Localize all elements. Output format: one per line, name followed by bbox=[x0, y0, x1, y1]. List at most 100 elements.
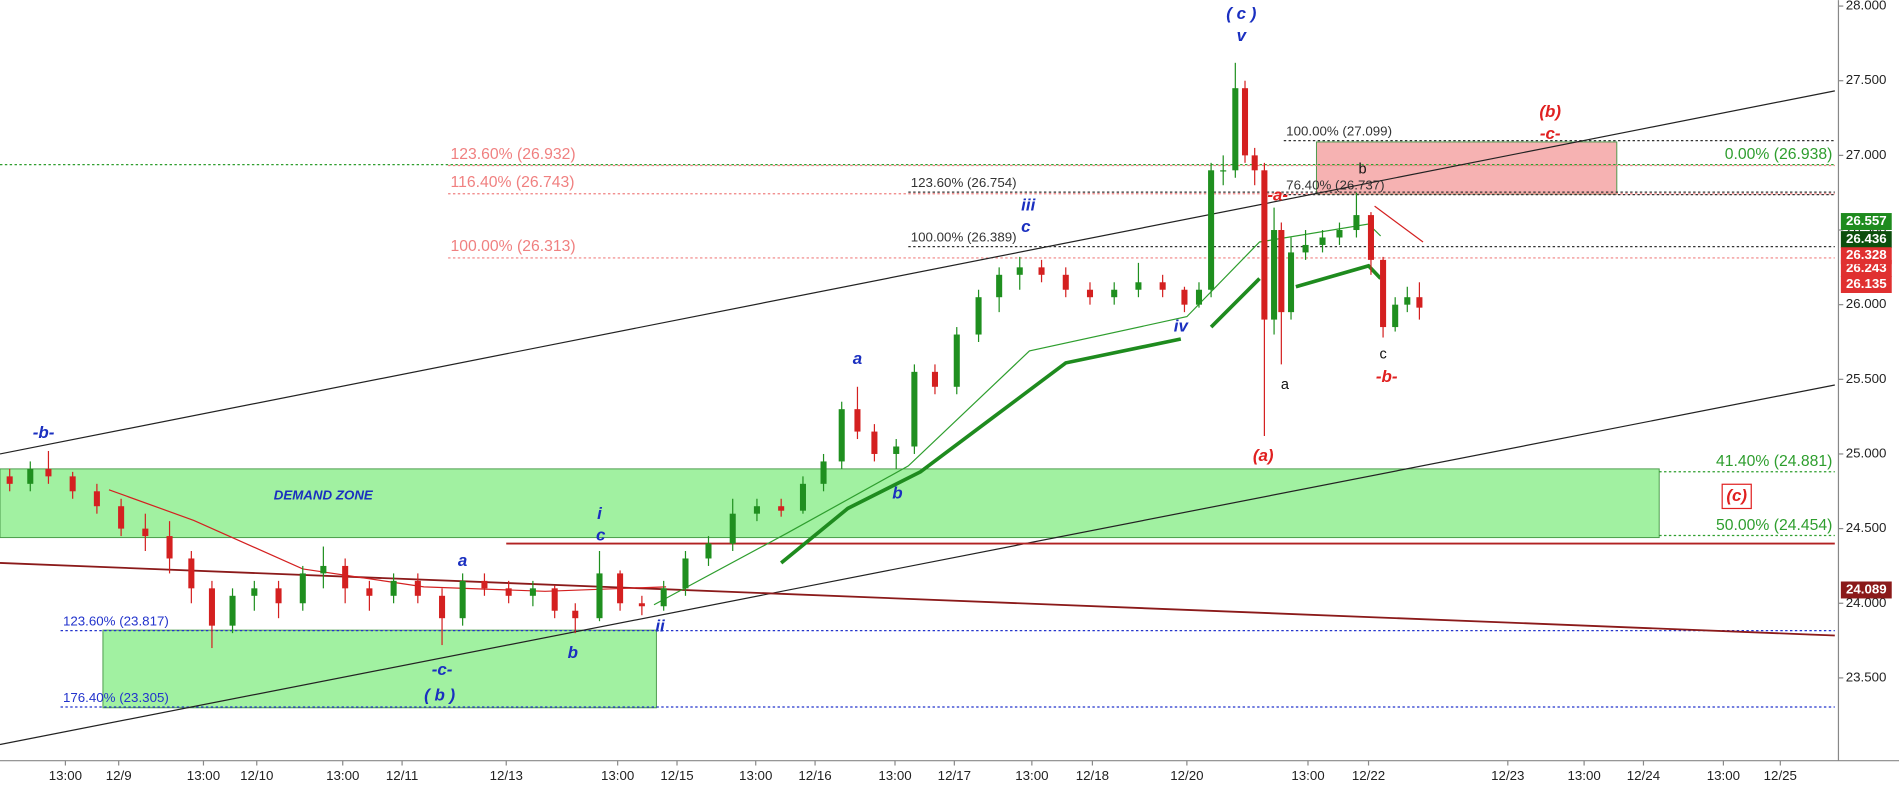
candle-body bbox=[27, 468, 34, 484]
candle-body bbox=[1353, 215, 1360, 231]
candle-body bbox=[1181, 289, 1188, 305]
x-tick-label: 12/15 bbox=[660, 768, 693, 783]
price-marker bbox=[1840, 247, 1892, 265]
y-tick-label: 27.000 bbox=[1846, 147, 1887, 162]
price-marker-label: 26.135 bbox=[1846, 276, 1887, 291]
candle-body bbox=[617, 573, 624, 604]
fib-label: 100.00% (26.313) bbox=[451, 238, 576, 255]
candle-body bbox=[931, 371, 938, 387]
fib-label: 41.40% (24.881) bbox=[1716, 453, 1832, 470]
candle-body bbox=[1302, 244, 1309, 253]
wave-label: -a- bbox=[1267, 186, 1288, 205]
x-tick-label: 13:00 bbox=[878, 768, 911, 783]
wave-label: c bbox=[1021, 217, 1031, 236]
candle-body bbox=[6, 476, 13, 484]
candle-body bbox=[753, 506, 760, 514]
price-marker-label: 24.089 bbox=[1846, 581, 1887, 596]
candle-body bbox=[778, 506, 785, 511]
wave-label: c bbox=[596, 526, 606, 545]
x-tick-label: 12/16 bbox=[798, 768, 831, 783]
fib-label: 50.00% (24.454) bbox=[1716, 517, 1832, 534]
candle-body bbox=[838, 409, 845, 462]
candle-body bbox=[1086, 289, 1094, 298]
candle-body bbox=[996, 274, 1003, 298]
candle-body bbox=[1404, 297, 1411, 305]
y-tick-label: 26.000 bbox=[1846, 296, 1887, 311]
wave-label: v bbox=[1237, 26, 1248, 45]
price-marker-label: 26.328 bbox=[1846, 247, 1887, 262]
candle-body bbox=[705, 543, 712, 559]
candle-body bbox=[320, 565, 327, 574]
x-tick-label: 13:00 bbox=[49, 768, 82, 783]
wave-label: ( b ) bbox=[424, 686, 455, 705]
wave-label: iv bbox=[1174, 316, 1190, 335]
candle-body bbox=[481, 580, 488, 589]
candle-body bbox=[638, 603, 645, 607]
x-tick-label: 12/11 bbox=[386, 768, 418, 783]
candle-body bbox=[188, 558, 195, 589]
y-tick-label: 25.000 bbox=[1846, 445, 1887, 460]
candle-body bbox=[1416, 297, 1423, 308]
x-tick-label: 13:00 bbox=[1567, 768, 1600, 783]
candle-body bbox=[1367, 215, 1374, 260]
candle-body bbox=[551, 588, 558, 611]
candle-body bbox=[505, 588, 512, 596]
y-tick-label: 23.500 bbox=[1846, 669, 1887, 684]
candle-body bbox=[208, 588, 215, 626]
candle-body bbox=[229, 595, 236, 626]
candle-body bbox=[275, 588, 282, 604]
moving-average bbox=[1295, 263, 1382, 289]
candle-body bbox=[820, 461, 827, 484]
x-tick-label: 13:00 bbox=[326, 768, 359, 783]
candle-body bbox=[166, 536, 173, 559]
zone bbox=[0, 468, 1660, 539]
wave-label: a bbox=[458, 551, 467, 570]
candle-body bbox=[299, 573, 306, 604]
wave-label: -c- bbox=[432, 660, 453, 679]
candle-body bbox=[390, 580, 397, 596]
candle-body bbox=[1392, 304, 1399, 328]
candle-body bbox=[596, 573, 603, 619]
candle-body bbox=[1380, 259, 1387, 328]
x-tick-label: 12/9 bbox=[106, 768, 132, 783]
wave-label: (c) bbox=[1726, 486, 1747, 505]
fib-label: 76.40% (26.737) bbox=[1286, 178, 1384, 193]
candle-body bbox=[118, 506, 125, 529]
fib-label: 123.60% (26.932) bbox=[451, 146, 576, 163]
wave-label: a bbox=[853, 349, 862, 368]
candle-body bbox=[660, 588, 667, 607]
candle-body bbox=[871, 431, 878, 454]
candle-body bbox=[1319, 237, 1326, 245]
trendline bbox=[0, 384, 1835, 746]
candle-body bbox=[69, 476, 76, 492]
price-marker bbox=[1840, 213, 1892, 230]
candle-body bbox=[1241, 88, 1249, 156]
x-tick-label: 12/18 bbox=[1076, 768, 1109, 783]
wave-label: b bbox=[1358, 161, 1366, 177]
candle-body bbox=[1220, 170, 1227, 172]
wave-label: b bbox=[892, 483, 902, 502]
candle-body bbox=[1135, 282, 1142, 290]
moving-average bbox=[1374, 205, 1424, 243]
candle-body bbox=[975, 297, 982, 335]
fib-label: 0.00% (26.938) bbox=[1725, 146, 1833, 163]
candle-body bbox=[1336, 230, 1343, 238]
wave-label: (a) bbox=[1253, 446, 1274, 465]
wave-label: -b- bbox=[1376, 367, 1398, 386]
zone bbox=[102, 629, 657, 709]
x-tick-label: 13:00 bbox=[739, 768, 772, 783]
wave-label: iii bbox=[1021, 195, 1035, 214]
x-tick-label: 12/24 bbox=[1627, 768, 1661, 783]
candle-body bbox=[729, 513, 736, 544]
x-tick-label: 13:00 bbox=[601, 768, 634, 783]
candle-body bbox=[439, 595, 446, 619]
candle-body bbox=[682, 558, 689, 589]
moving-average bbox=[108, 489, 667, 592]
fib-label: 176.40% (23.305) bbox=[63, 690, 169, 705]
candle-body bbox=[1278, 230, 1285, 313]
wave-label: ( c ) bbox=[1226, 4, 1256, 23]
moving-average bbox=[1209, 277, 1261, 329]
price-marker-label: 26.557 bbox=[1846, 213, 1887, 228]
